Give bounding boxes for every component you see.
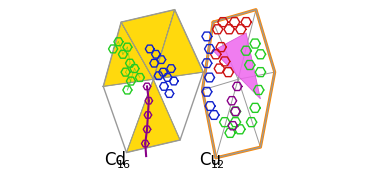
Polygon shape — [153, 10, 203, 79]
Polygon shape — [121, 10, 175, 79]
Text: Cd: Cd — [104, 151, 126, 169]
Polygon shape — [127, 79, 180, 152]
Polygon shape — [213, 33, 260, 99]
Polygon shape — [103, 22, 153, 86]
Text: 16: 16 — [117, 160, 131, 170]
Text: 12: 12 — [211, 160, 225, 170]
Text: Cu: Cu — [199, 151, 221, 169]
